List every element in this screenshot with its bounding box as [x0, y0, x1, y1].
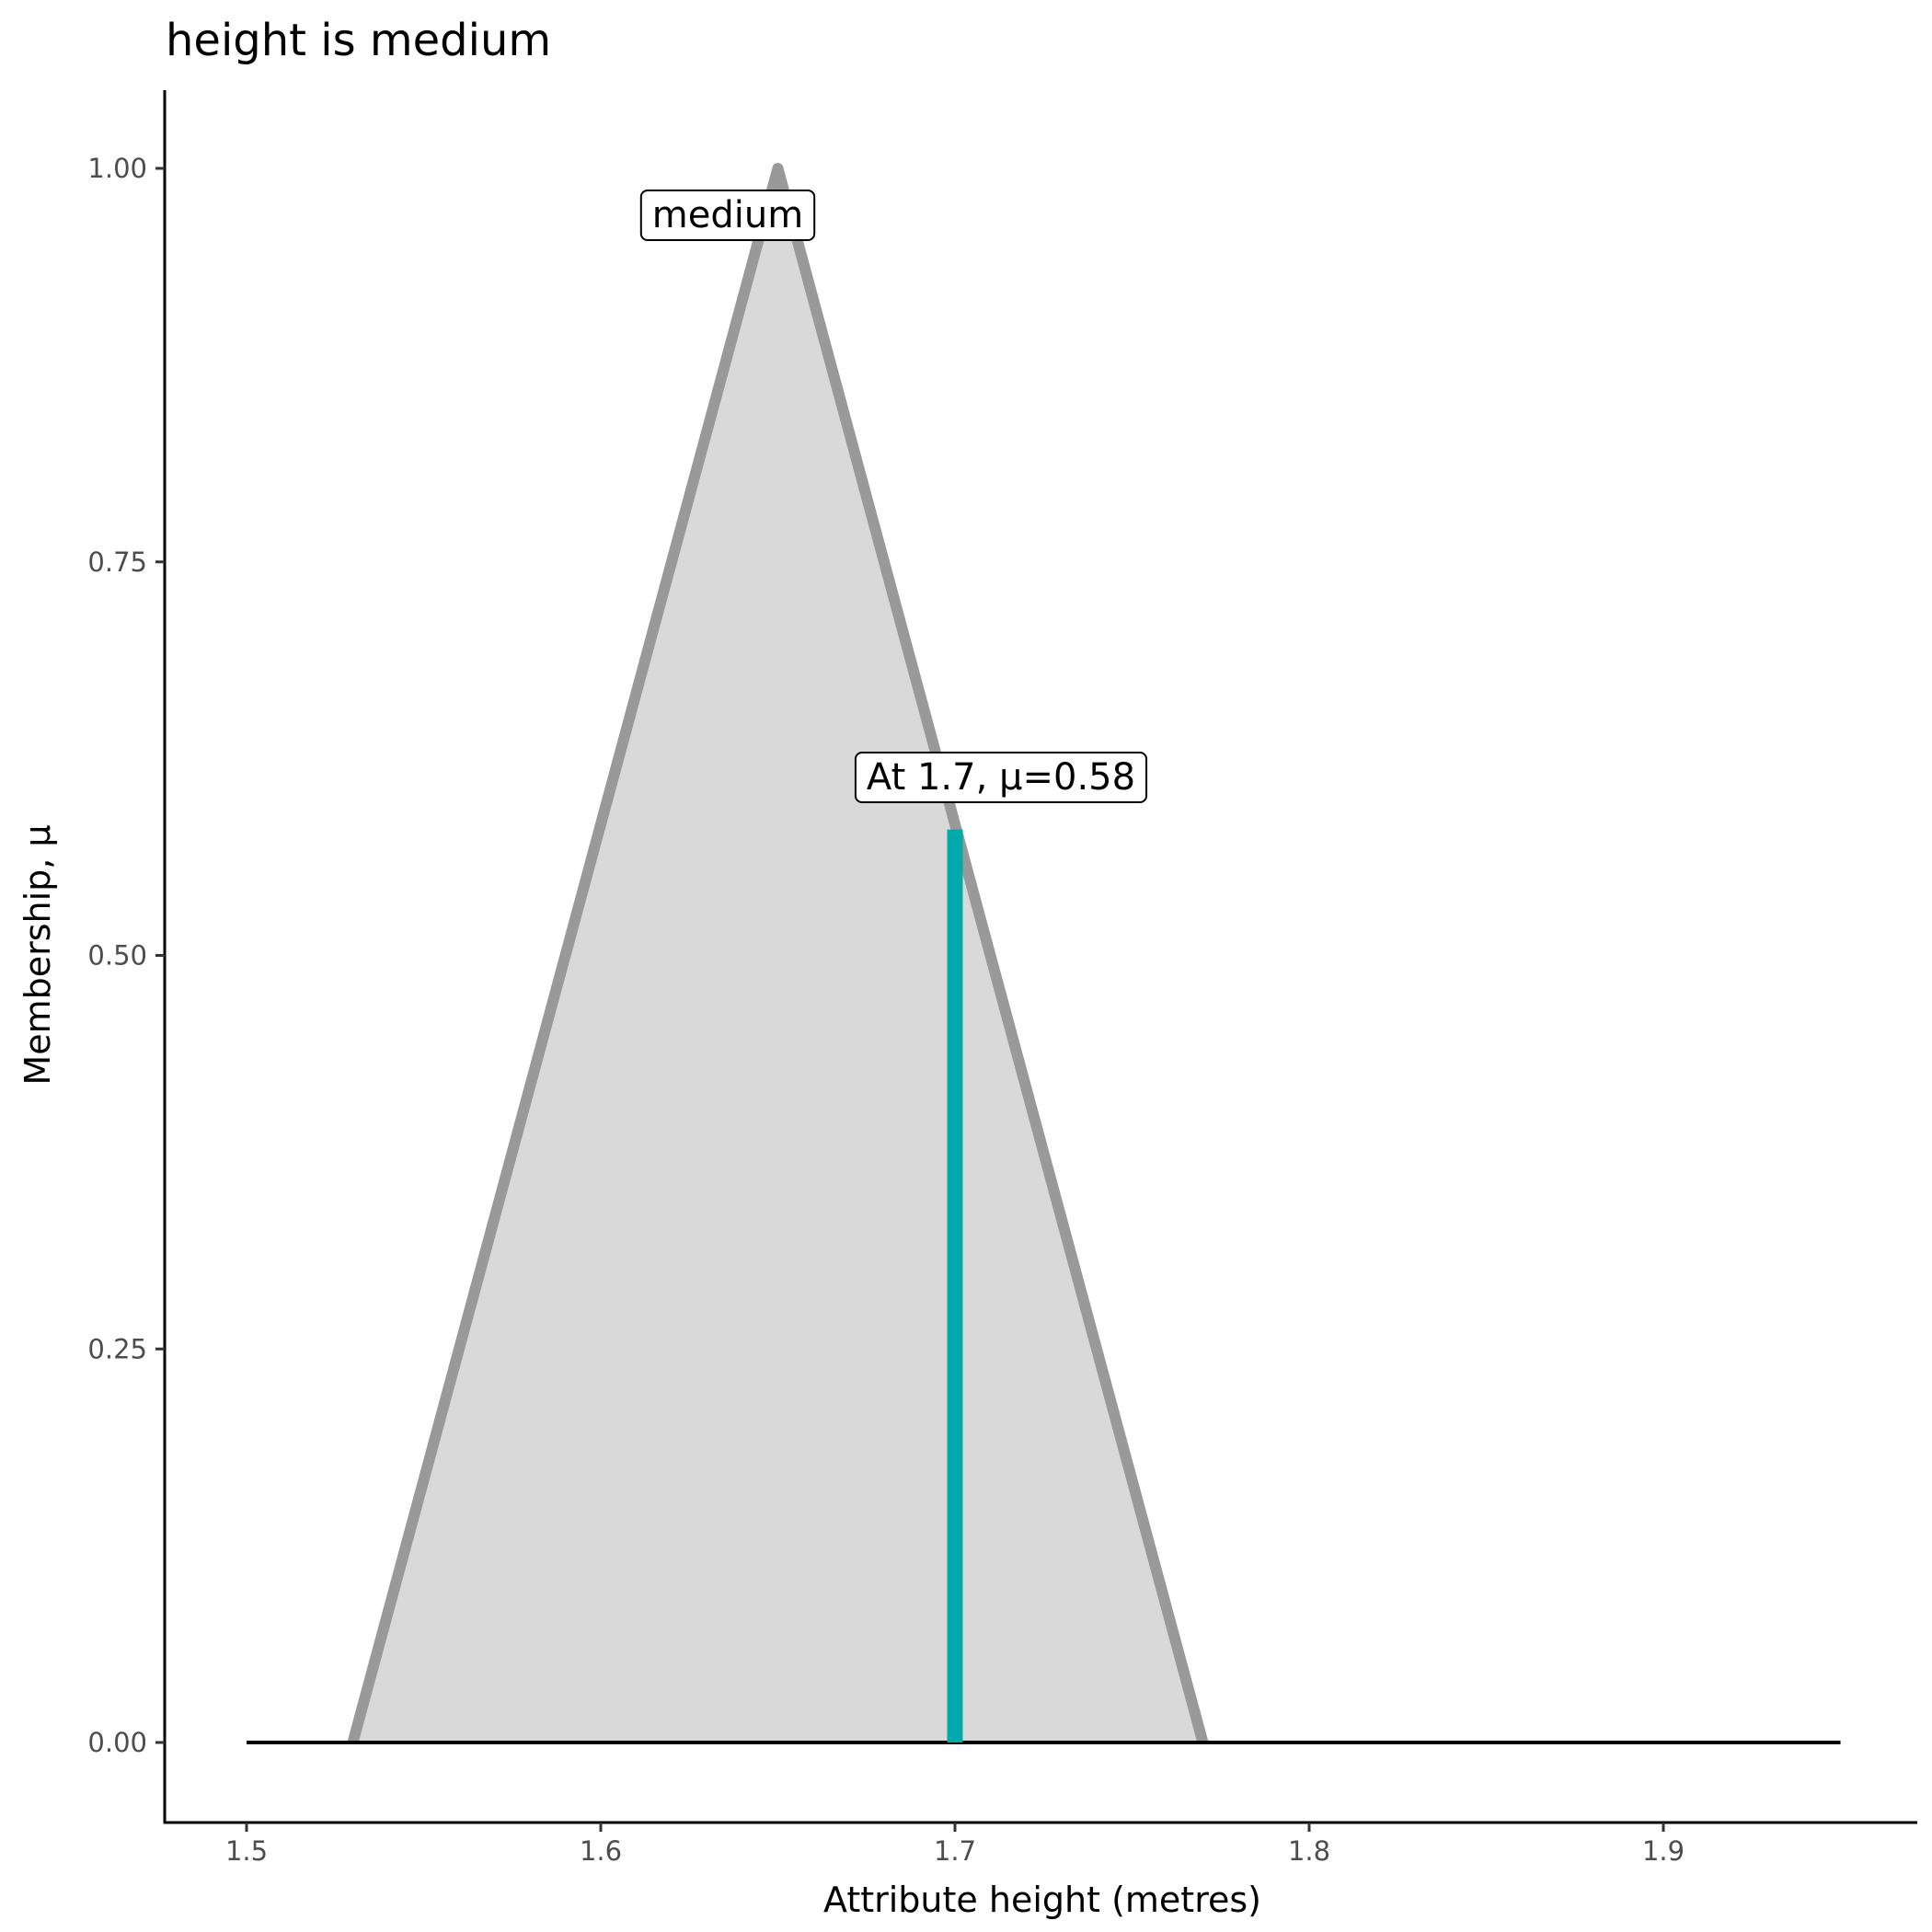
evaluation-label: At 1.7, μ=0.58 — [854, 752, 1148, 803]
x-tick-label: 1.9 — [1642, 1835, 1685, 1867]
y-tick-label: 0.50 — [87, 940, 147, 972]
y-tick-label: 0.00 — [87, 1727, 147, 1758]
membership-line — [347, 163, 1209, 1744]
y-tick-label: 1.00 — [87, 153, 147, 184]
y-tick-label: 0.75 — [87, 546, 147, 578]
x-axis-ticks: 1.5 1.6 1.7 1.8 1.9 — [225, 1823, 1685, 1867]
membership-area — [352, 168, 1203, 1742]
chart-title: height is medium — [166, 15, 551, 66]
x-tick-label: 1.6 — [580, 1835, 622, 1867]
medium-label: medium — [639, 190, 816, 241]
medium-label-text: medium — [652, 194, 803, 236]
plot-area: medium At 1.7, μ=0.58 — [247, 163, 1841, 1744]
y-tick-label: 0.25 — [87, 1333, 147, 1364]
x-tick-label: 1.5 — [225, 1835, 268, 1867]
x-tick-label: 1.8 — [1288, 1835, 1330, 1867]
y-axis-ticks: 0.00 0.25 0.50 0.75 1.00 — [87, 153, 165, 1758]
x-tick-label: 1.7 — [934, 1835, 976, 1867]
y-axis-label: Membership, μ — [17, 824, 58, 1085]
x-axis-label: Attribute height (metres) — [823, 1880, 1261, 1920]
evaluation-label-text: At 1.7, μ=0.58 — [867, 756, 1135, 799]
